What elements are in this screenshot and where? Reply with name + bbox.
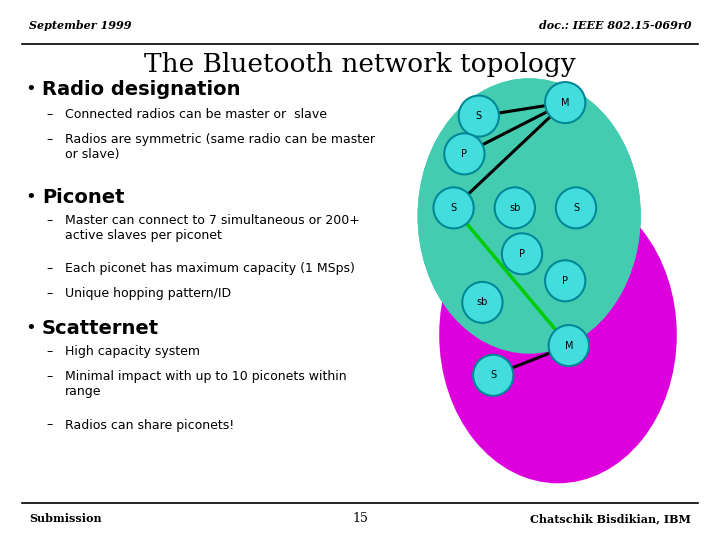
- Text: Connected radios can be master or  slave: Connected radios can be master or slave: [65, 108, 327, 121]
- Text: Chatschik Bisdikian, IBM: Chatschik Bisdikian, IBM: [531, 513, 691, 524]
- Text: •: •: [25, 188, 36, 206]
- Ellipse shape: [418, 78, 641, 354]
- Ellipse shape: [495, 187, 535, 228]
- Ellipse shape: [459, 96, 499, 137]
- Ellipse shape: [549, 325, 589, 366]
- Text: –: –: [47, 370, 53, 383]
- Text: S: S: [490, 370, 496, 380]
- Text: September 1999: September 1999: [29, 21, 131, 31]
- Text: –: –: [47, 345, 53, 358]
- Ellipse shape: [439, 186, 677, 483]
- Text: P: P: [519, 249, 525, 259]
- Text: –: –: [47, 214, 53, 227]
- Text: Minimal impact with up to 10 piconets within
range: Minimal impact with up to 10 piconets wi…: [65, 370, 346, 399]
- Text: Submission: Submission: [29, 513, 102, 524]
- Text: –: –: [47, 108, 53, 121]
- Text: M: M: [561, 98, 570, 107]
- Text: The Bluetooth network topology: The Bluetooth network topology: [144, 52, 576, 77]
- Ellipse shape: [502, 233, 542, 274]
- Text: Each piconet has maximum capacity (1 MSps): Each piconet has maximum capacity (1 MSp…: [65, 262, 355, 275]
- Ellipse shape: [433, 187, 474, 228]
- Ellipse shape: [556, 187, 596, 228]
- Text: Scatternet: Scatternet: [42, 319, 159, 338]
- Text: 15: 15: [352, 512, 368, 525]
- Text: –: –: [47, 287, 53, 300]
- Text: P: P: [562, 276, 568, 286]
- Text: –: –: [47, 418, 53, 431]
- Text: Radios can share piconets!: Radios can share piconets!: [65, 418, 234, 431]
- Text: Unique hopping pattern/ID: Unique hopping pattern/ID: [65, 287, 231, 300]
- Ellipse shape: [545, 260, 585, 301]
- Text: Master can connect to 7 simultaneous or 200+
active slaves per piconet: Master can connect to 7 simultaneous or …: [65, 214, 360, 242]
- Ellipse shape: [418, 78, 641, 354]
- Text: P: P: [462, 149, 467, 159]
- Text: Radio designation: Radio designation: [42, 80, 240, 99]
- Text: –: –: [47, 262, 53, 275]
- Ellipse shape: [444, 133, 485, 174]
- Ellipse shape: [462, 282, 503, 323]
- Text: –: –: [47, 133, 53, 146]
- Text: S: S: [573, 203, 579, 213]
- Text: sb: sb: [477, 298, 488, 307]
- Ellipse shape: [473, 355, 513, 396]
- Text: •: •: [25, 319, 36, 337]
- Text: sb: sb: [509, 203, 521, 213]
- Text: M: M: [564, 341, 573, 350]
- Text: Piconet: Piconet: [42, 188, 125, 207]
- Text: doc.: IEEE 802.15-069r0: doc.: IEEE 802.15-069r0: [539, 21, 691, 31]
- Text: Radios are symmetric (same radio can be master
or slave): Radios are symmetric (same radio can be …: [65, 133, 375, 161]
- Text: High capacity system: High capacity system: [65, 345, 200, 358]
- Text: S: S: [451, 203, 456, 213]
- Text: •: •: [25, 80, 36, 98]
- Ellipse shape: [545, 82, 585, 123]
- Text: S: S: [476, 111, 482, 121]
